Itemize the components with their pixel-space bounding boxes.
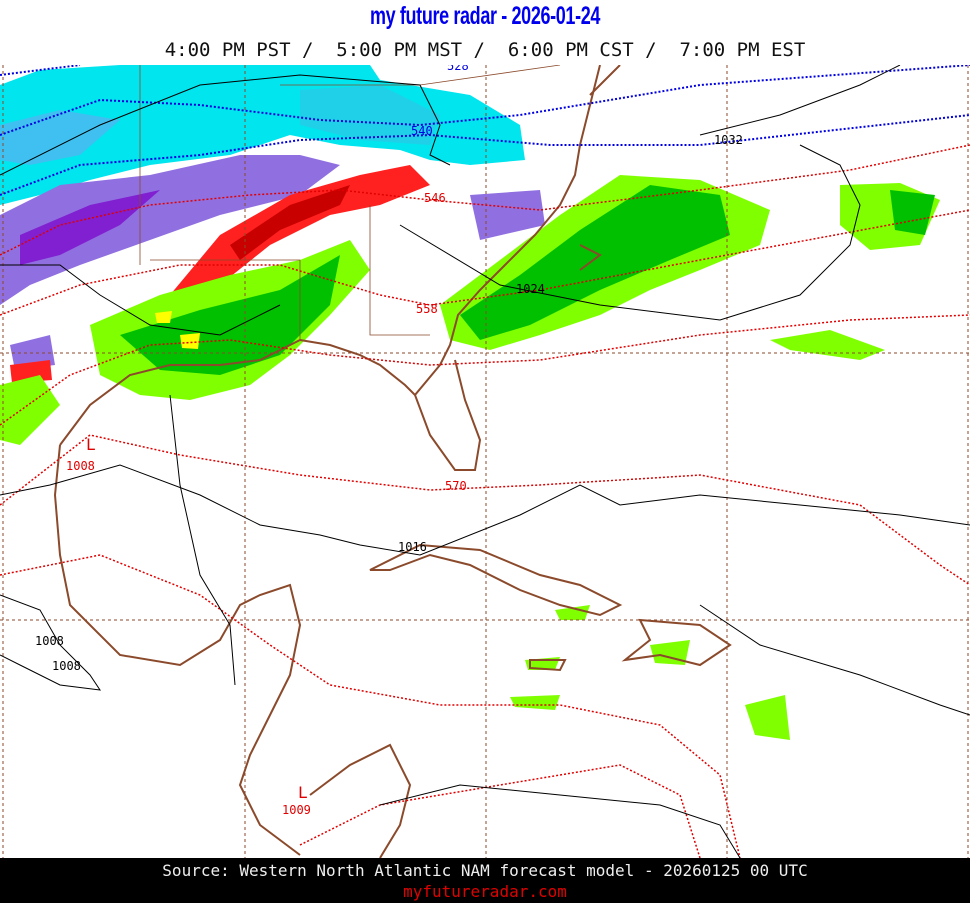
isobar-label: 1016 xyxy=(398,540,427,554)
site-link[interactable]: myfutureradar.com xyxy=(403,882,567,901)
low-symbol: L xyxy=(298,783,308,802)
isobar-label: 1032 xyxy=(714,133,743,147)
thickness-warm xyxy=(0,144,970,858)
low-pressure-label: 1009 xyxy=(282,803,311,817)
isobar-label: 1008 xyxy=(52,659,81,673)
precip-rain xyxy=(0,175,940,740)
thickness-label: 540 xyxy=(411,124,433,138)
radar-map: 528 540 546 558 570 1032 1024 1016 1008 … xyxy=(0,65,970,858)
thickness-label: 558 xyxy=(416,302,438,316)
isobar-label: 1008 xyxy=(35,634,64,648)
footer: Source: Western North Atlantic NAM forec… xyxy=(0,858,970,903)
thickness-cold xyxy=(0,65,970,196)
page-title: my future radar - 2026-01-24 xyxy=(369,2,601,30)
low-pressure-label: 1008 xyxy=(66,459,95,473)
coastlines xyxy=(53,65,732,858)
isobars xyxy=(0,65,970,858)
low-symbol: L xyxy=(86,435,96,454)
time-zones: 4:00 PM PST / 5:00 PM MST / 6:00 PM CST … xyxy=(164,39,806,61)
lat-lon-grid xyxy=(0,65,970,858)
isobar-label: 1024 xyxy=(516,282,545,296)
thickness-label: 528 xyxy=(447,65,469,73)
source-text: Source: Western North Atlantic NAM forec… xyxy=(162,861,808,880)
thickness-label: 546 xyxy=(424,191,446,205)
thickness-label: 570 xyxy=(445,479,467,493)
